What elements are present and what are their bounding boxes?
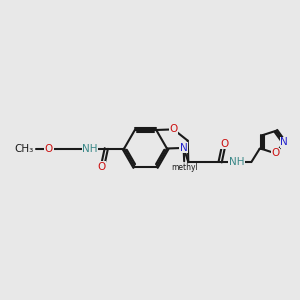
Text: O: O [272, 148, 280, 158]
Text: O: O [98, 162, 106, 172]
Text: NH: NH [82, 143, 98, 154]
Text: N: N [280, 137, 288, 147]
Text: O: O [220, 139, 229, 149]
Text: CH₃: CH₃ [15, 143, 34, 154]
Text: methyl: methyl [171, 163, 198, 172]
Text: NH: NH [229, 157, 244, 167]
Text: O: O [169, 124, 178, 134]
Text: O: O [45, 143, 53, 154]
Text: N: N [180, 143, 188, 153]
